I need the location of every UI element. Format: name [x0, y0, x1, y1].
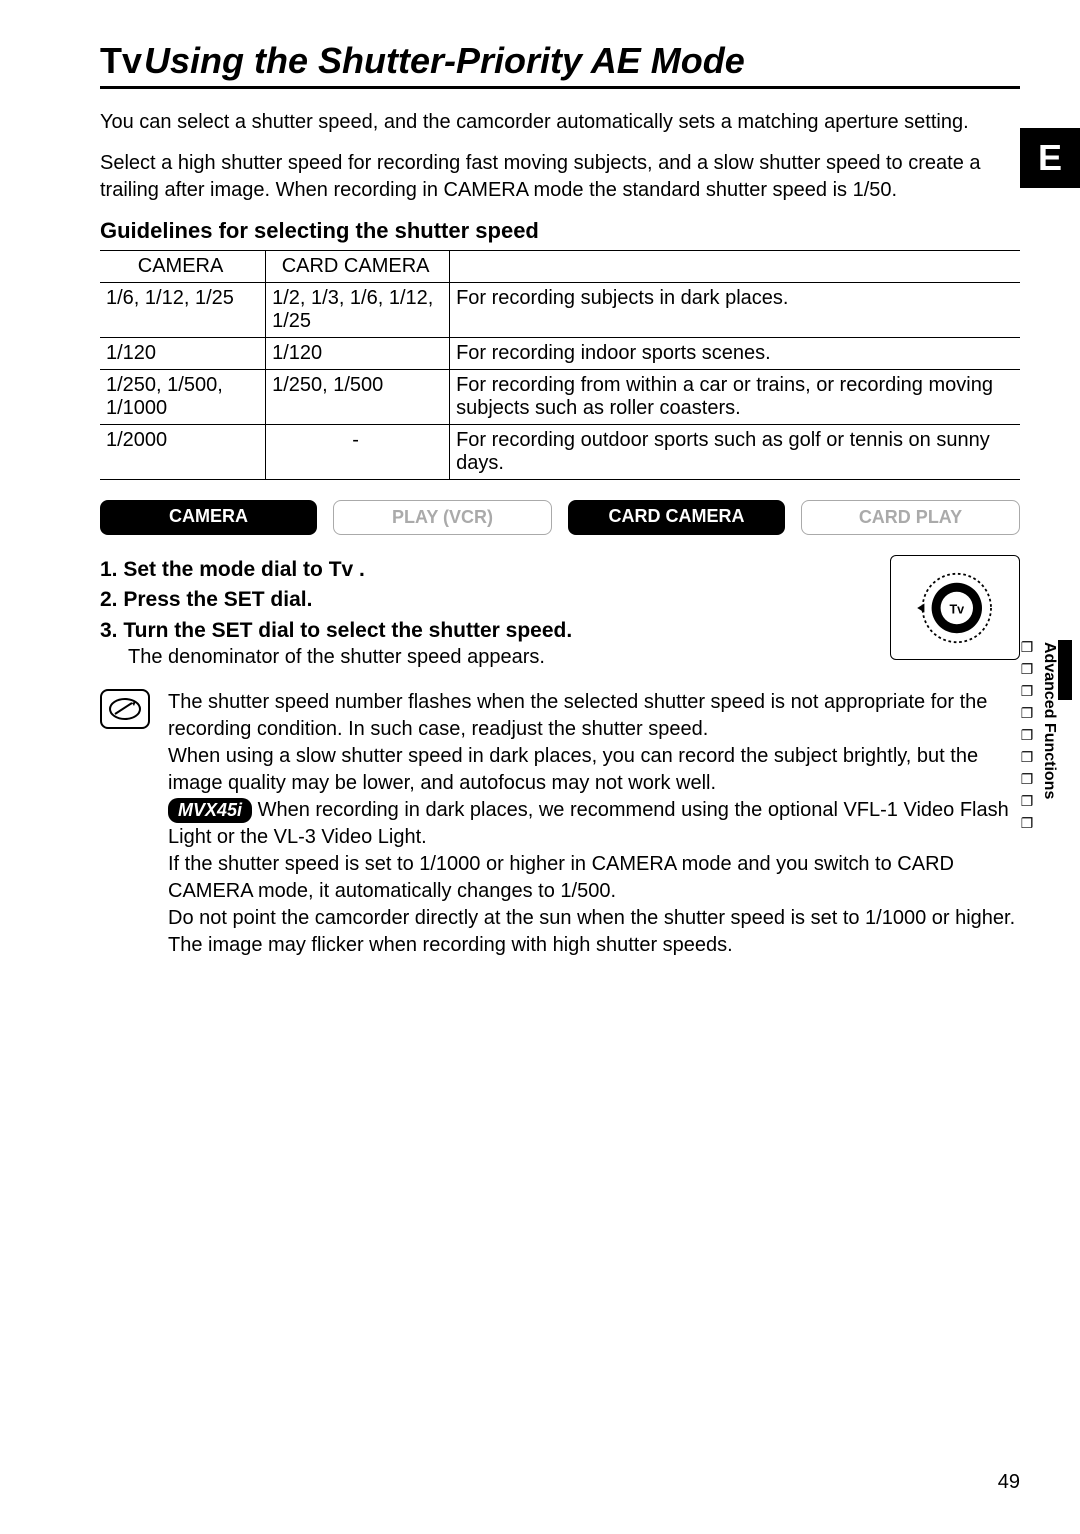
side-section-label: Advanced Functions	[1040, 640, 1058, 920]
table-row: 1/6, 1/12, 1/25 1/2, 1/3, 1/6, 1/12, 1/2…	[100, 283, 1020, 338]
note-line: MVX45i When recording in dark places, we…	[168, 797, 1020, 851]
note-line: When using a slow shutter speed in dark …	[168, 743, 1020, 797]
table-header-camera: CAMERA	[100, 251, 266, 283]
table-cell: 1/120	[266, 338, 450, 370]
table-cell: 1/6, 1/12, 1/25	[100, 283, 266, 338]
dial-icon: Tv	[910, 563, 1000, 653]
mode-card-camera: CARD CAMERA	[568, 500, 785, 535]
note-line: The image may flicker when recording wit…	[168, 932, 1020, 959]
table-row: 1/250, 1/500, 1/1000 1/250, 1/500 For re…	[100, 370, 1020, 425]
table-cell: For recording subjects in dark places.	[450, 283, 1020, 338]
note-line: Do not point the camcorder directly at t…	[168, 905, 1020, 932]
table-cell: -	[266, 425, 450, 480]
step-3-sub: The denominator of the shutter speed app…	[128, 646, 870, 669]
step-1: 1. Set the mode dial to Tv .	[100, 555, 870, 585]
svg-text:Tv: Tv	[949, 602, 964, 616]
side-tab-language: E	[1020, 128, 1080, 188]
shutter-speed-table: CAMERA CARD CAMERA 1/6, 1/12, 1/25 1/2, …	[100, 250, 1020, 480]
page-number: 49	[998, 1471, 1020, 1494]
title-prefix: Tv	[100, 40, 142, 82]
table-row: 1/2000 - For recording outdoor sports su…	[100, 425, 1020, 480]
table-cell: 1/250, 1/500, 1/1000	[100, 370, 266, 425]
table-cell: 1/250, 1/500	[266, 370, 450, 425]
notes-block: The shutter speed number flashes when th…	[168, 689, 1020, 959]
guidelines-heading: Guidelines for selecting the shutter spe…	[100, 218, 1020, 244]
table-header-card-camera: CARD CAMERA	[266, 251, 450, 283]
mode-indicator-row: CAMERA PLAY (VCR) CARD CAMERA CARD PLAY	[100, 500, 1020, 535]
note-line: If the shutter speed is set to 1/1000 or…	[168, 851, 1020, 905]
table-cell: 1/2, 1/3, 1/6, 1/12, 1/25	[266, 283, 450, 338]
table-header-desc	[450, 251, 1020, 283]
side-tab-bar	[1058, 640, 1072, 700]
title-main: Using the Shutter-Priority AE Mode	[144, 40, 745, 82]
step-3: 3. Turn the SET dial to select the shutt…	[100, 616, 870, 646]
table-cell: For recording from within a car or train…	[450, 370, 1020, 425]
table-row: 1/120 1/120 For recording indoor sports …	[100, 338, 1020, 370]
mode-dial-illustration: Tv	[890, 555, 1020, 660]
intro-paragraph-1: You can select a shutter speed, and the …	[100, 109, 1020, 136]
model-badge: MVX45i	[168, 798, 252, 822]
note-line: The shutter speed number flashes when th…	[168, 689, 1020, 743]
note-text: When recording in dark places, we recomm…	[168, 799, 1009, 848]
title-underline	[100, 86, 1020, 89]
pencil-note-icon	[108, 697, 142, 721]
mode-camera: CAMERA	[100, 500, 317, 535]
table-cell: 1/120	[100, 338, 266, 370]
step-2: 2. Press the SET dial.	[100, 585, 870, 615]
mode-card-play: CARD PLAY	[801, 500, 1020, 535]
mode-play-vcr: PLAY (VCR)	[333, 500, 552, 535]
steps-list: 1. Set the mode dial to Tv . 2. Press th…	[100, 555, 870, 669]
note-icon	[100, 689, 150, 729]
table-cell: For recording indoor sports scenes.	[450, 338, 1020, 370]
table-cell: For recording outdoor sports such as gol…	[450, 425, 1020, 480]
side-tab-section: ❐❐❐❐❐❐❐❐❐ Advanced Functions	[1020, 640, 1080, 920]
side-squares: ❐❐❐❐❐❐❐❐❐	[1020, 640, 1036, 920]
table-cell: 1/2000	[100, 425, 266, 480]
intro-paragraph-2: Select a high shutter speed for recordin…	[100, 150, 1020, 204]
page-title: Tv Using the Shutter-Priority AE Mode	[100, 40, 1020, 82]
